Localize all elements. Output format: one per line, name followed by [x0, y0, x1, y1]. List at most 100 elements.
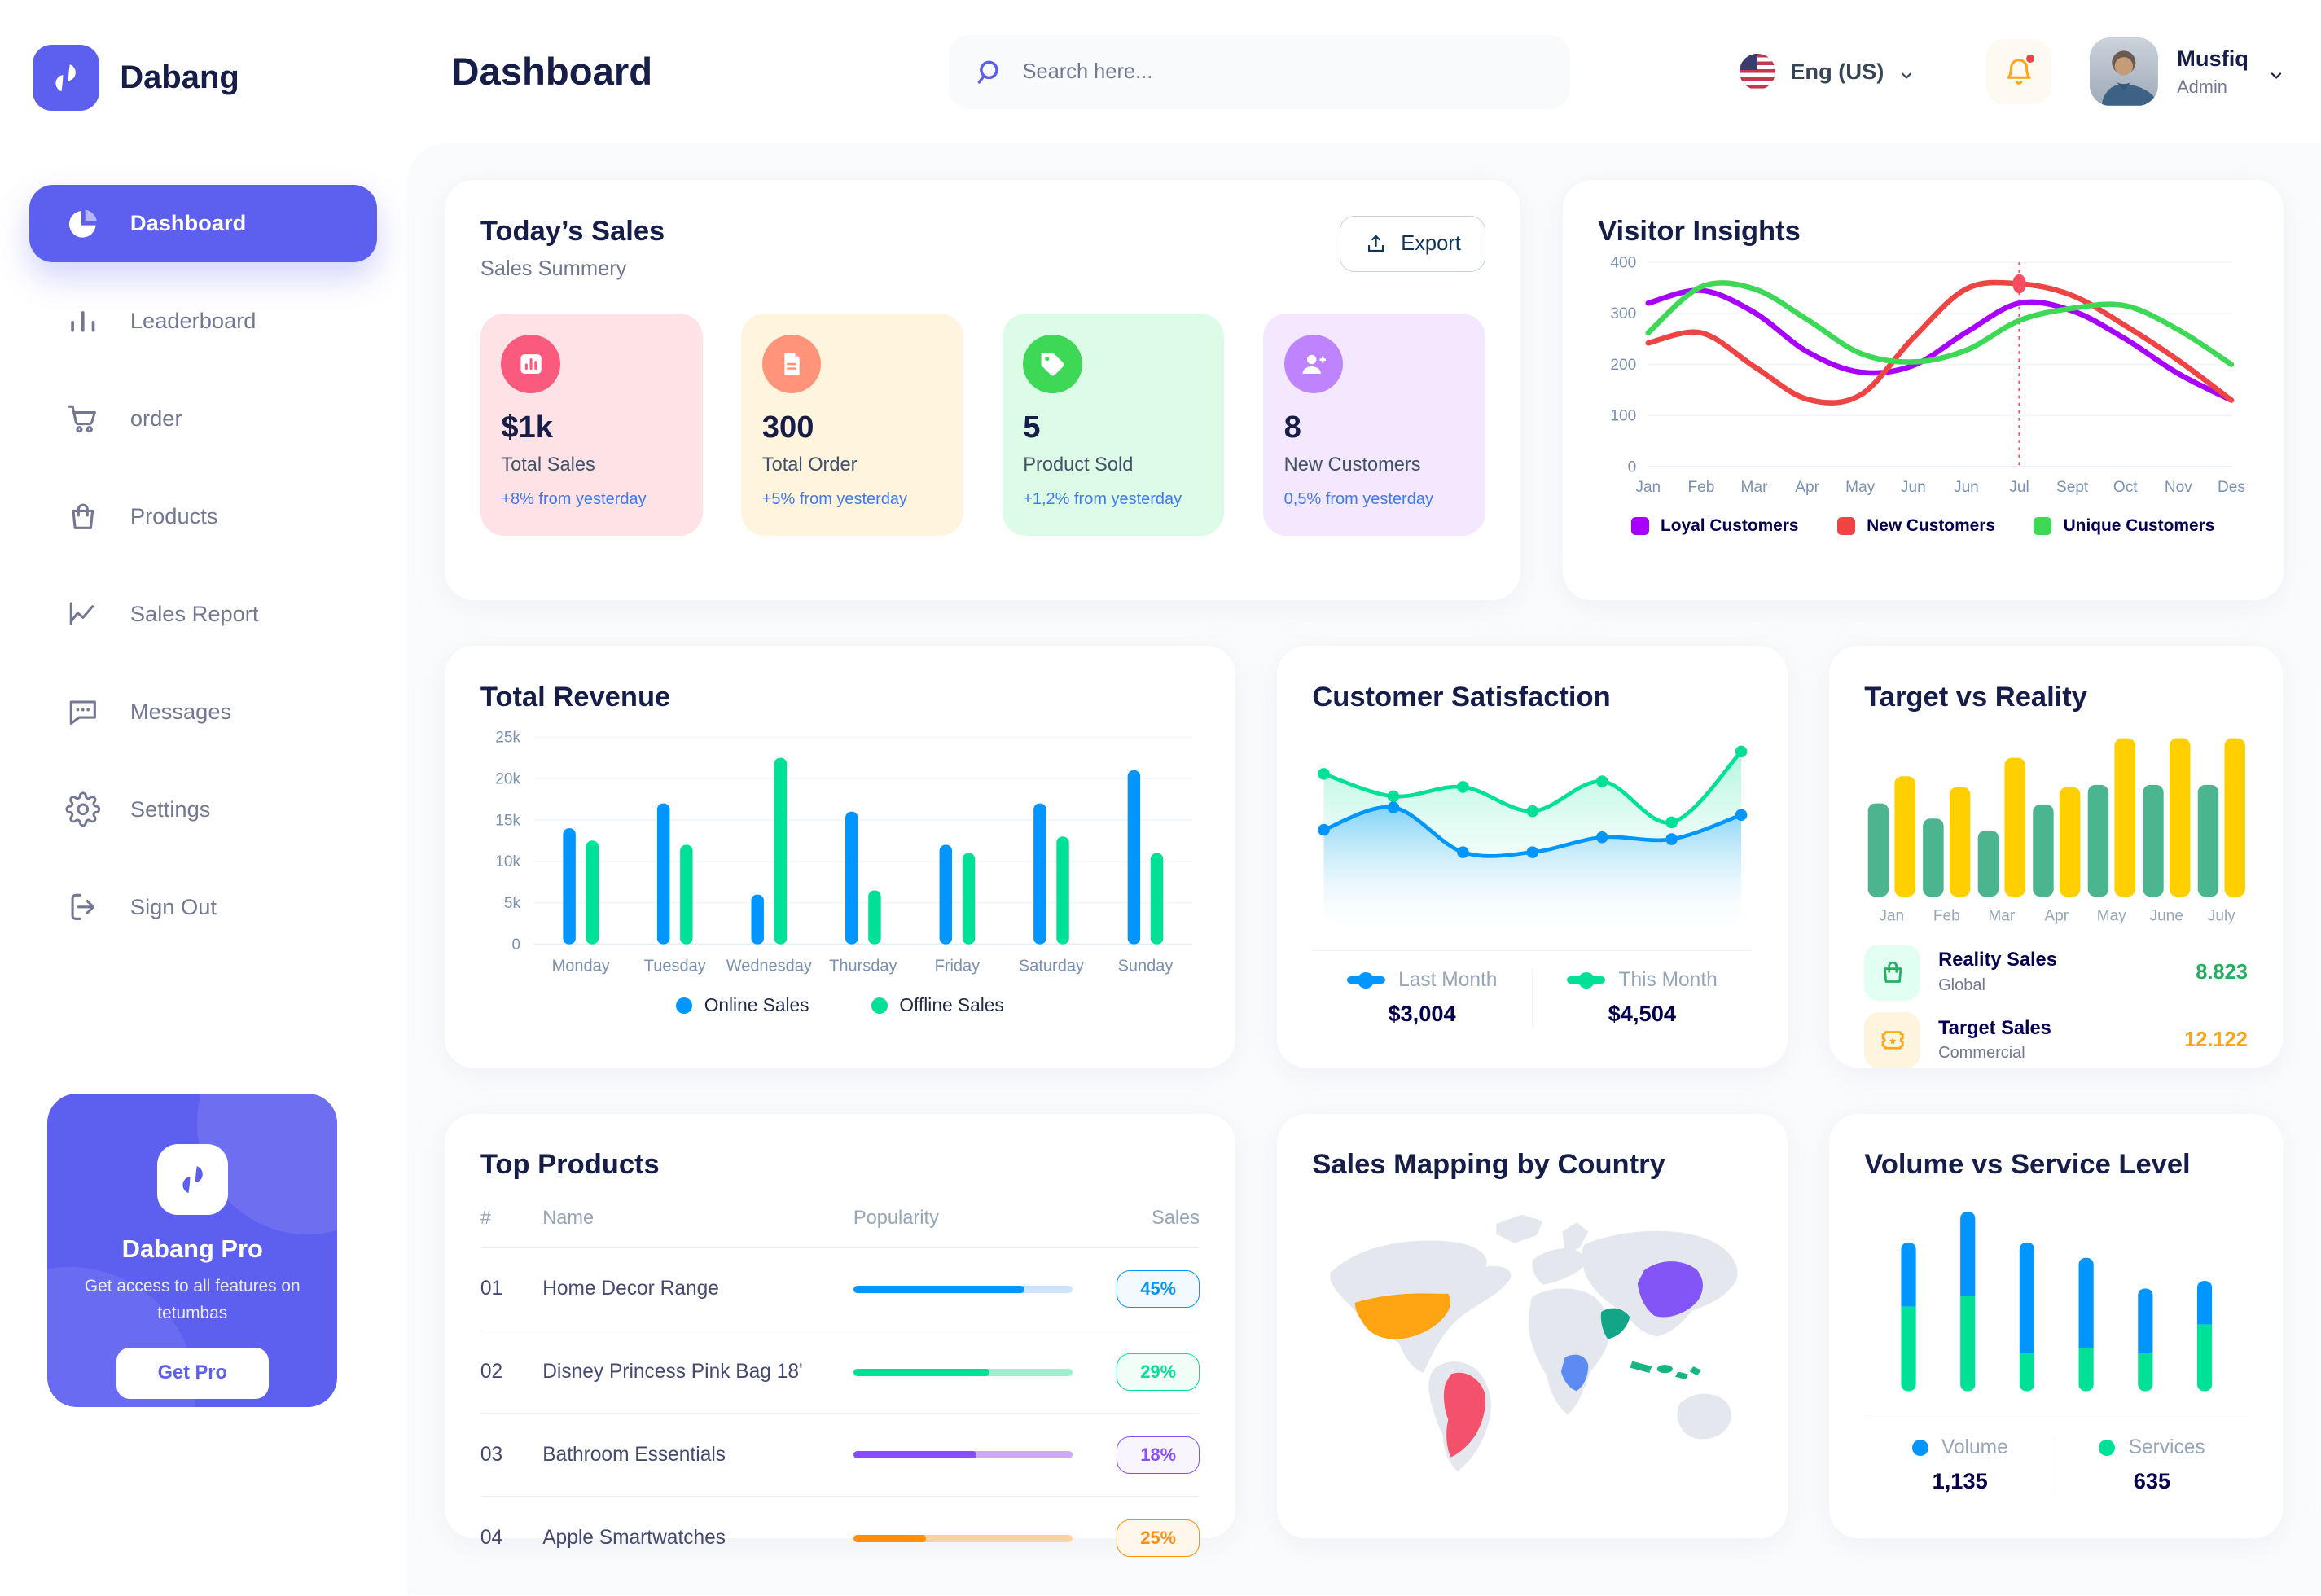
stat-file-icon [776, 349, 807, 379]
legend-value: 8.823 [2196, 960, 2248, 984]
target-vs-reality-title: Target vs Reality [1864, 682, 2087, 713]
table-row[interactable]: 04 Apple Smartwatches 25% [480, 1497, 1200, 1580]
stat-total-order[interactable]: 300 Total Order +5% from yesterday [741, 314, 963, 536]
language-label: Eng (US) [1790, 59, 1884, 85]
svg-text:May: May [2097, 908, 2127, 925]
sidebar-item-settings[interactable]: Settings [29, 771, 377, 848]
content: Today’s Sales Sales Summery Export [406, 143, 2321, 1596]
sales-badge: 25% [1117, 1519, 1200, 1558]
svg-text:Feb: Feb [1688, 478, 1715, 495]
legend-swatch [2034, 517, 2052, 536]
sidebar-item-sign-out[interactable]: Sign Out [29, 869, 377, 946]
product-name: Bathroom Essentials [542, 1443, 726, 1466]
map-indonesia [1675, 1371, 1689, 1379]
stat-value: $1k [501, 410, 553, 445]
ticket-icon [1878, 1026, 1907, 1055]
table-row[interactable]: 03 Bathroom Essentials 18% [480, 1414, 1200, 1497]
gear-icon [65, 791, 101, 827]
sidebar-item-products[interactable]: Products [29, 478, 377, 555]
customer-satisfaction-title: Customer Satisfaction [1312, 682, 1611, 713]
legend-swatch [1630, 517, 1649, 536]
chevron-down-icon [1898, 64, 1915, 80]
svg-text:0: 0 [511, 936, 520, 954]
volume-vs-service-chart [1901, 1211, 2213, 1392]
target-vs-reality-chart: Jan Feb Mar Apr May June July [1867, 738, 2246, 925]
customer-satisfaction-card: Customer Satisfaction Last Month $3,004 [1275, 645, 1788, 1069]
svg-text:Jan: Jan [1636, 478, 1661, 495]
svg-text:May: May [1845, 478, 1876, 495]
popularity-bar [853, 1451, 1073, 1459]
map-united-states [1354, 1293, 1451, 1340]
sidebar-item-label: Settings [129, 796, 211, 822]
stat-label: New Customers [1283, 454, 1421, 476]
sidebar-nav: Dashboard Leaderboard order Products [0, 185, 407, 945]
notification-button[interactable] [1985, 39, 2051, 105]
bar-chart-icon [65, 304, 101, 340]
message-icon [65, 694, 101, 730]
sidebar-item-messages[interactable]: Messages [29, 673, 377, 751]
sidebar-item-sales-report[interactable]: Sales Report [29, 576, 377, 653]
language-selector[interactable]: Eng (US) [1740, 54, 1915, 90]
stat-total-sales[interactable]: $1k Total Sales +8% from yesterday [480, 314, 703, 536]
svg-text:Apr: Apr [1795, 478, 1819, 495]
search-bar[interactable] [948, 34, 1571, 109]
stat-product-sold[interactable]: 5 Product Sold +1,2% from yesterday [1002, 314, 1225, 536]
svg-text:Wednesday: Wednesday [726, 957, 812, 975]
search-icon [975, 57, 1004, 86]
svg-text:Monday: Monday [552, 957, 610, 975]
target-legend: Reality Sales Global 8.823 Target Sales [1864, 944, 2248, 1069]
svg-text:Sept: Sept [2056, 478, 2089, 495]
pro-subtitle: Get access to all features on tetumbas [84, 1277, 301, 1322]
map-indonesia [1689, 1366, 1702, 1375]
todays-sales-title: Today’s Sales [480, 215, 665, 247]
sidebar-item-label: Messages [129, 699, 232, 725]
user-role: Admin [2177, 76, 2227, 97]
stat-value: 8 [1283, 410, 1301, 445]
legend-value: 1,135 [1932, 1467, 1988, 1493]
sidebar-item-label: order [129, 406, 182, 432]
bag-icon [65, 498, 101, 534]
table-row[interactable]: 02 Disney Princess Pink Bag 18' 29% [480, 1331, 1200, 1414]
map-scandinavia [1562, 1222, 1589, 1254]
map-indonesia [1657, 1364, 1674, 1374]
visitor-insights-chart: 0 100 200 300 400 Jan Feb Mar Apr May Jun Jun Jul Sep… [1611, 254, 2245, 495]
notification-dot [2024, 52, 2037, 65]
export-icon [1364, 232, 1388, 256]
svg-text:25k: 25k [495, 729, 520, 746]
sidebar-item-label: Sales Report [129, 601, 259, 627]
revenue-legend: Online Sales Offline Sales [480, 994, 1200, 1016]
svg-text:Saturday: Saturday [1019, 957, 1084, 975]
sidebar-item-order[interactable]: order [29, 380, 377, 458]
sidebar-item-label: Products [129, 503, 218, 529]
map-australia [1677, 1393, 1732, 1440]
stat-new-customers[interactable]: 8 New Customers 0,5% from yesterday [1263, 314, 1485, 536]
sidebar-item-dashboard[interactable]: Dashboard [29, 185, 378, 262]
satisfaction-legend: Last Month $3,004 This Month $4,504 [1312, 968, 1752, 1027]
svg-text:Des: Des [2218, 478, 2245, 495]
sidebar-item-leaderboard[interactable]: Leaderboard [29, 283, 377, 360]
legend-line-dot [1566, 976, 1606, 984]
svg-text:Jun: Jun [1954, 478, 1979, 495]
total-revenue-chart: 0 5k 10k 15k 20k 25k Monday Tuesday Wednesday Thu… [495, 729, 1193, 975]
product-name: Home Decor Range [542, 1278, 719, 1300]
svg-text:Tuesday: Tuesday [644, 957, 706, 975]
brand[interactable]: Dabang [0, 0, 407, 112]
map-greenland [1496, 1214, 1543, 1243]
export-button[interactable]: Export [1339, 215, 1485, 272]
svg-text:300: 300 [1611, 305, 1637, 322]
target-vs-reality-card: Target vs Reality Jan Feb Mar Apr May June Jul… [1827, 645, 2284, 1069]
pro-card: Dabang Pro Get access to all features on… [47, 1093, 338, 1408]
user-menu[interactable]: Musfiq Admin [2089, 37, 2284, 106]
map-dr-congo [1561, 1354, 1589, 1392]
search-input[interactable] [1022, 59, 1544, 84]
legend-line-dot [1346, 976, 1385, 984]
get-pro-button[interactable]: Get Pro [116, 1347, 269, 1399]
cart-icon [65, 401, 101, 436]
stat-value: 300 [761, 410, 814, 445]
table-row[interactable]: 01 Home Decor Range 45% [480, 1248, 1200, 1331]
avatar [2089, 37, 2158, 106]
dabang-logo-icon [32, 44, 99, 112]
sidebar-item-label: Dashboard [129, 210, 247, 236]
us-flag-icon [1740, 54, 1776, 90]
